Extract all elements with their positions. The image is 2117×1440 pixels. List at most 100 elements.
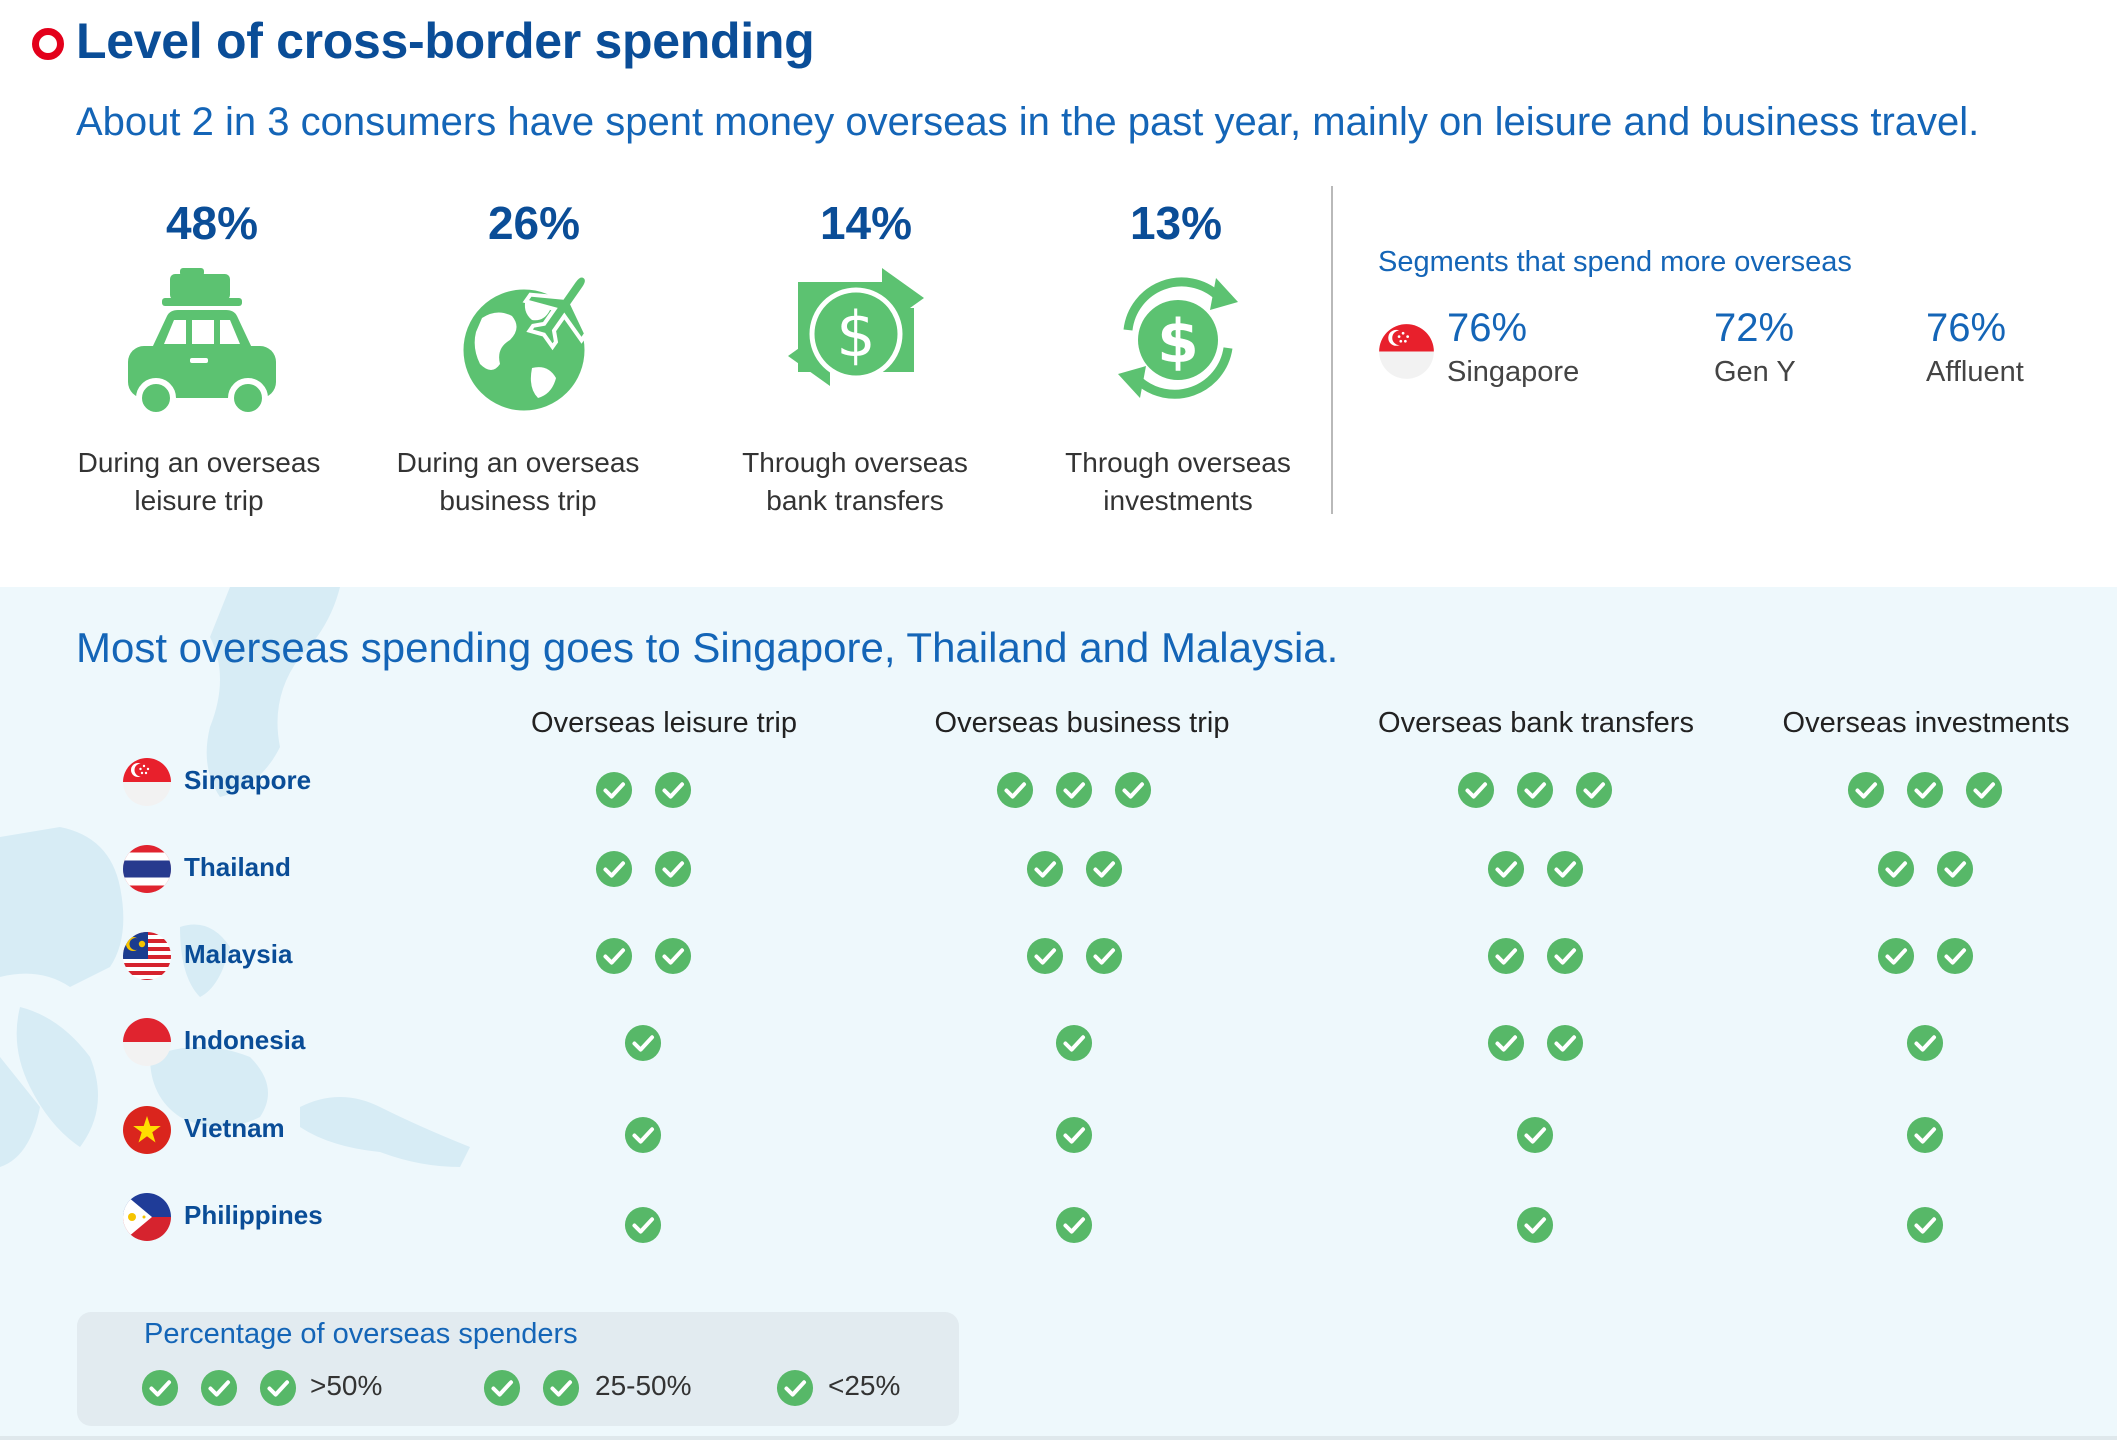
segment-geny-label: Gen Y bbox=[1714, 356, 1796, 388]
dollar-transfer-icon: $ bbox=[788, 268, 924, 386]
check-icon bbox=[1546, 850, 1584, 888]
country-row-vietnam: Vietnam bbox=[122, 1105, 442, 1155]
check-icon bbox=[1085, 850, 1123, 888]
check-icon bbox=[1055, 1024, 1093, 1062]
stat-investments-desc: Through overseas investments bbox=[1065, 447, 1291, 516]
destinations-panel bbox=[0, 587, 2117, 1440]
check-icon bbox=[1487, 850, 1525, 888]
stat-leisure-desc: During an overseas leisure trip bbox=[77, 447, 321, 516]
check-icon bbox=[141, 1369, 179, 1407]
check-icon bbox=[1906, 1206, 1944, 1244]
column-header-business: Overseas business trip bbox=[934, 707, 1230, 739]
philippines-flag-icon bbox=[122, 1192, 172, 1242]
column-header-investments: Overseas investments bbox=[1782, 707, 2070, 739]
segment-geny-pct: 72% bbox=[1714, 306, 1795, 350]
country-name: Thailand bbox=[184, 852, 291, 882]
check-icon bbox=[776, 1369, 814, 1407]
title-marker-icon bbox=[32, 28, 64, 60]
destinations-title: Most overseas spending goes to Singapore… bbox=[76, 624, 1339, 671]
check-icon bbox=[1457, 771, 1495, 809]
thailand-flag-icon bbox=[122, 844, 172, 894]
check-icon bbox=[483, 1369, 521, 1407]
check-icon bbox=[1936, 937, 1974, 975]
check-icon bbox=[654, 771, 692, 809]
check-icon bbox=[595, 937, 633, 975]
page-title: Level of cross-border spending bbox=[76, 13, 815, 69]
check-icon bbox=[1906, 1024, 1944, 1062]
check-icon bbox=[1516, 1206, 1554, 1244]
country-name: Philippines bbox=[184, 1200, 323, 1230]
check-icon bbox=[1877, 850, 1915, 888]
check-icon bbox=[1055, 771, 1093, 809]
column-header-leisure: Overseas leisure trip bbox=[531, 707, 797, 739]
stat-transfers-desc: Through overseas bank transfers bbox=[742, 447, 968, 516]
legend-label-low: <25% bbox=[828, 1370, 901, 1401]
dollar-cycle-icon: $ bbox=[1118, 277, 1238, 399]
check-icon bbox=[259, 1369, 297, 1407]
check-icon bbox=[996, 771, 1034, 809]
segment-affluent-label: Affluent bbox=[1926, 356, 2024, 388]
check-icon bbox=[1114, 771, 1152, 809]
check-icon bbox=[1085, 937, 1123, 975]
check-icon bbox=[624, 1206, 662, 1244]
section-divider bbox=[1331, 186, 1333, 514]
bottom-rule bbox=[0, 1436, 2117, 1440]
check-icon bbox=[1055, 1206, 1093, 1244]
check-icon bbox=[1877, 937, 1915, 975]
country-name: Vietnam bbox=[184, 1113, 285, 1143]
country-name: Singapore bbox=[184, 765, 312, 795]
column-header-transfers: Overseas bank transfers bbox=[1378, 707, 1694, 739]
check-icon bbox=[542, 1369, 580, 1407]
svg-text:$: $ bbox=[836, 298, 875, 371]
check-icon bbox=[654, 937, 692, 975]
globe-plane-icon bbox=[460, 273, 589, 414]
indonesia-flag-icon bbox=[122, 1017, 172, 1067]
check-icon bbox=[624, 1024, 662, 1062]
check-icon bbox=[1487, 1024, 1525, 1062]
legend-label-high: >50% bbox=[310, 1370, 383, 1401]
check-icon bbox=[1055, 1116, 1093, 1154]
legend-title: Percentage of overseas spenders bbox=[144, 1318, 578, 1350]
check-icon bbox=[1936, 850, 1974, 888]
country-row-thailand: Thailand bbox=[122, 844, 442, 894]
country-name: Malaysia bbox=[184, 939, 293, 969]
car-icon bbox=[128, 268, 276, 418]
legend-label-mid: 25-50% bbox=[595, 1370, 692, 1401]
country-row-philippines: Philippines bbox=[122, 1192, 442, 1242]
stat-transfers-pct: 14% bbox=[819, 197, 913, 249]
stat-business-pct: 26% bbox=[487, 197, 581, 249]
segments-title: Segments that spend more overseas bbox=[1378, 246, 1852, 278]
check-icon bbox=[1026, 937, 1064, 975]
segment-affluent-pct: 76% bbox=[1926, 306, 2007, 350]
vietnam-flag-icon bbox=[122, 1105, 172, 1155]
singapore-flag-icon bbox=[1378, 323, 1435, 380]
malaysia-flag-icon bbox=[122, 931, 172, 981]
check-icon bbox=[595, 771, 633, 809]
stat-investments-pct: 13% bbox=[1129, 197, 1223, 249]
singapore-flag-icon bbox=[122, 757, 172, 807]
country-row-indonesia: Indonesia bbox=[122, 1017, 442, 1067]
country-row-singapore: Singapore bbox=[122, 757, 442, 807]
page-subtitle: About 2 in 3 consumers have spent money … bbox=[76, 100, 1980, 144]
check-icon bbox=[1026, 850, 1064, 888]
check-icon bbox=[1516, 1116, 1554, 1154]
check-icon bbox=[1487, 937, 1525, 975]
stat-leisure-pct: 48% bbox=[165, 197, 259, 249]
country-name: Indonesia bbox=[184, 1025, 306, 1055]
svg-text:$: $ bbox=[1157, 307, 1199, 377]
check-icon bbox=[1516, 771, 1554, 809]
check-icon bbox=[1847, 771, 1885, 809]
legend-panel bbox=[77, 1312, 959, 1426]
check-icon bbox=[1965, 771, 2003, 809]
stat-business-desc: During an overseas business trip bbox=[396, 447, 640, 516]
check-icon bbox=[624, 1116, 662, 1154]
segment-singapore-pct: 76% bbox=[1447, 306, 1528, 350]
southeast-asia-map-icon bbox=[0, 587, 470, 1167]
segment-singapore-label: Singapore bbox=[1447, 356, 1580, 388]
check-icon bbox=[1575, 771, 1613, 809]
check-icon bbox=[595, 850, 633, 888]
check-icon bbox=[200, 1369, 238, 1407]
check-icon bbox=[1546, 937, 1584, 975]
check-icon bbox=[1906, 771, 1944, 809]
country-row-malaysia: Malaysia bbox=[122, 931, 442, 981]
